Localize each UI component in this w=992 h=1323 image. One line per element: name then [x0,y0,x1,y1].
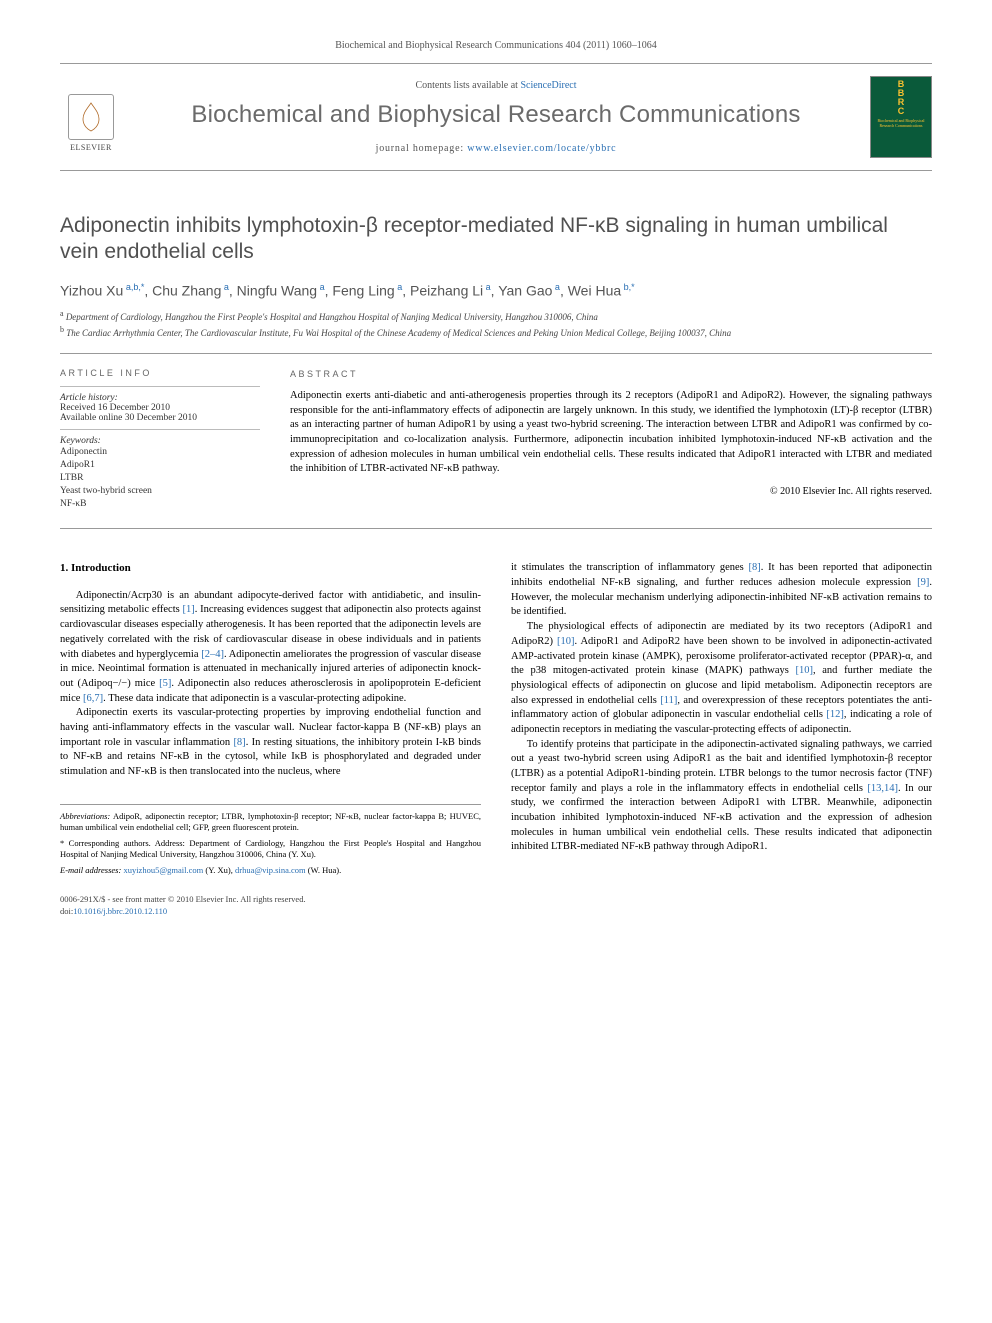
email-link-2[interactable]: drhua@vip.sina.com [235,865,306,875]
contents-available: Contents lists available at ScienceDirec… [140,80,852,91]
affiliation-a: a Department of Cardiology, Hangzhou the… [60,308,932,324]
elsevier-logo: ELSEVIER [60,82,122,152]
email-who-2: (W. Hua). [308,865,341,875]
article-info-label: ARTICLE INFO [60,368,260,378]
keyword-item: LTBR [60,472,260,485]
body-column-right: it stimulates the transcription of infla… [511,561,932,917]
abbr-text: AdipoR, adiponectin receptor; LTBR, lymp… [60,811,481,832]
abbreviations: Abbreviations: AdipoR, adiponectin recep… [60,811,481,834]
online-date: Available online 30 December 2010 [60,413,260,423]
elsevier-tree-icon [68,94,114,140]
homepage-prefix: journal homepage: [376,143,468,154]
keyword-item: NF-κB [60,498,260,511]
author-list: Yizhou Xu a,b,*, Chu Zhang a, Ningfu Wan… [60,282,932,299]
cover-subtitle: Biochemical and Biophysical Research Com… [874,118,928,128]
affiliation-b: b The Cardiac Arrhythmia Center, The Car… [60,324,932,340]
keyword-item: Yeast two-hybrid screen [60,485,260,498]
email-link-1[interactable]: xuyizhou5@gmail.com [123,865,203,875]
keywords-list: AdiponectinAdipoR1LTBRYeast two-hybrid s… [60,446,260,510]
elsevier-text: ELSEVIER [70,143,112,152]
sciencedirect-link[interactable]: ScienceDirect [520,80,576,91]
intro-para-4: The physiological effects of adiponectin… [511,620,932,738]
received-date: Received 16 December 2010 [60,403,260,413]
affiliations: a Department of Cardiology, Hangzhou the… [60,308,932,354]
intro-para-1: Adiponectin/Acrp30 is an abundant adipoc… [60,589,481,707]
cover-acronym: B B R C [898,80,905,116]
page-footer: 0006-291X/$ - see front matter © 2010 El… [60,894,481,918]
doi-line: doi:10.1016/j.bbrc.2010.12.110 [60,906,481,918]
article-title: Adiponectin inhibits lymphotoxin-β recep… [60,213,932,266]
body-column-left: 1. Introduction Adiponectin/Acrp30 is an… [60,561,481,917]
journal-reference: Biochemical and Biophysical Research Com… [60,40,932,51]
journal-header: ELSEVIER Contents lists available at Sci… [60,63,932,171]
journal-title: Biochemical and Biophysical Research Com… [140,101,852,129]
intro-para-5: To identify proteins that participate in… [511,738,932,856]
abbr-label: Abbreviations: [60,811,110,821]
abstract-label: ABSTRACT [290,368,932,381]
email-who-1: (Y. Xu), [205,865,232,875]
email-addresses: E-mail addresses: xuyizhou5@gmail.com (Y… [60,865,481,876]
homepage-link[interactable]: www.elsevier.com/locate/ybbrc [467,143,616,154]
journal-homepage: journal homepage: www.elsevier.com/locat… [140,143,852,154]
abstract-copyright: © 2010 Elsevier Inc. All rights reserved… [290,485,932,499]
intro-para-2: Adiponectin exerts its vascular-protecti… [60,706,481,779]
keywords-label: Keywords: [60,436,260,446]
email-label: E-mail addresses: [60,865,121,875]
contents-prefix: Contents lists available at [415,80,520,91]
corresponding-author: * Corresponding authors. Address: Depart… [60,838,481,861]
abstract-text: Adiponectin exerts anti-diabetic and ant… [290,389,932,477]
abstract-block: ABSTRACT Adiponectin exerts anti-diabeti… [290,368,932,510]
keyword-item: Adiponectin [60,446,260,459]
footnotes-block: Abbreviations: AdipoR, adiponectin recep… [60,804,481,876]
keyword-item: AdipoR1 [60,459,260,472]
introduction-heading: 1. Introduction [60,561,481,576]
doi-prefix: doi: [60,906,73,916]
article-info-block: ARTICLE INFO Article history: Received 1… [60,368,260,510]
history-label: Article history: [60,393,260,403]
intro-para-3: it stimulates the transcription of infla… [511,561,932,620]
front-matter: 0006-291X/$ - see front matter © 2010 El… [60,894,481,906]
journal-cover-thumb: B B R C Biochemical and Biophysical Rese… [870,76,932,158]
doi-link[interactable]: 10.1016/j.bbrc.2010.12.110 [73,906,167,916]
